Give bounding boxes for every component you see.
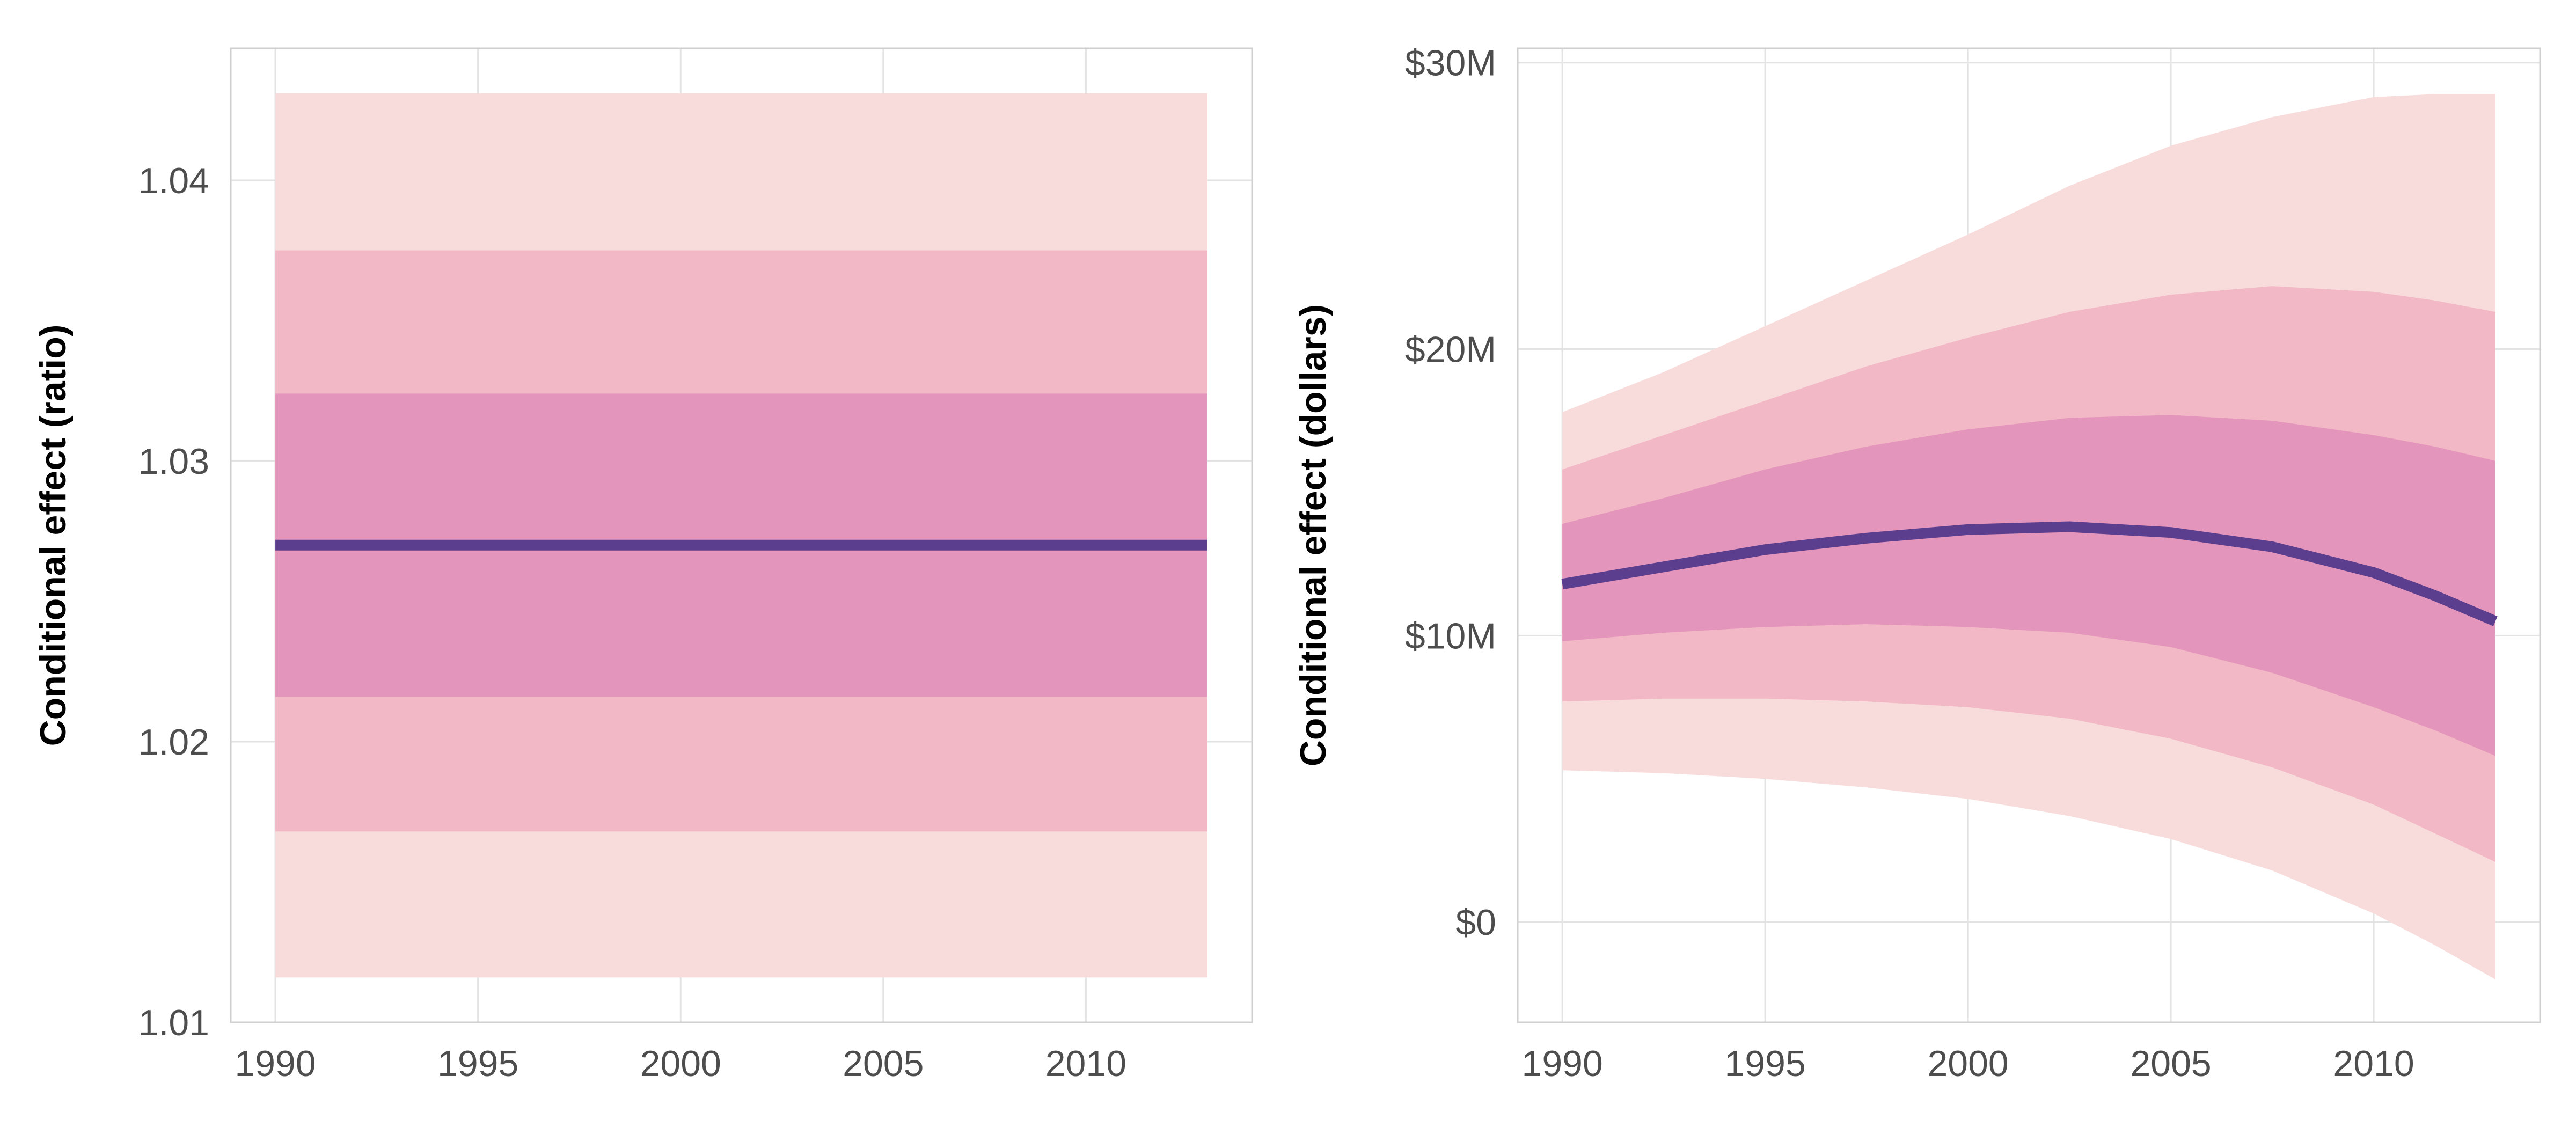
- chart1-frame: [230, 47, 1253, 1023]
- chart2-ytick-label-0: $0: [1455, 902, 1496, 943]
- chart1-xtick-label-3: 2005: [843, 1043, 924, 1084]
- chart1-xtick-label-0: 1990: [235, 1043, 316, 1084]
- chart2-frame: [1517, 47, 2541, 1023]
- chart1-ylabel: Conditional effect (ratio): [33, 325, 74, 747]
- chart2-ylabel: Conditional effect (dollars): [1293, 304, 1334, 766]
- chart2-ytick-label-1: $10M: [1405, 616, 1496, 656]
- chart2-ytick-label-3: $30M: [1405, 43, 1496, 84]
- chart1-ytick-label-2: 1.03: [138, 441, 209, 482]
- chart2-xtick-label-4: 2010: [2333, 1043, 2414, 1084]
- chart2-band-inner: [1562, 415, 2496, 756]
- chart2-estimate-line: [1561, 521, 2498, 626]
- chart1-ytick-label-1: 1.02: [138, 722, 209, 763]
- chart2-ytick-label-2: $20M: [1405, 330, 1496, 370]
- chart1-xtick-label-1: 1995: [437, 1043, 518, 1084]
- chart1-xtick-label-4: 2010: [1045, 1043, 1126, 1084]
- chart2-xtick-label-2: 2000: [1927, 1043, 2008, 1084]
- chart-dollars: 1990 1995 2000 2005 2010 $0 $10M $20M $30M Condit…: [1293, 43, 2541, 1084]
- chart1-ytick-label-0: 1.01: [138, 1002, 209, 1043]
- chart1-xtick-label-2: 2000: [640, 1043, 721, 1084]
- chart2-xtick-label-1: 1995: [1724, 1043, 1805, 1084]
- chart-ratio: 1990 1995 2000 2005 2010 1.01 1.02 1.03 1.04 Cond…: [33, 47, 1253, 1084]
- chart2-xtick-label-3: 2005: [2130, 1043, 2211, 1084]
- chart1-ytick-label-3: 1.04: [138, 160, 209, 201]
- chart2-xtick-label-0: 1990: [1522, 1043, 1603, 1084]
